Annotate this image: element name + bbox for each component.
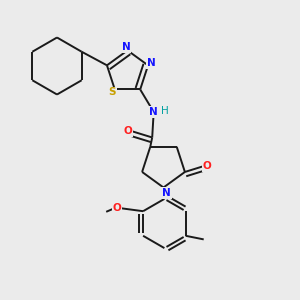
Text: O: O <box>112 203 122 213</box>
Text: N: N <box>147 58 156 68</box>
Text: S: S <box>109 88 116 98</box>
Text: N: N <box>122 42 130 52</box>
Text: N: N <box>162 188 171 198</box>
Text: O: O <box>124 127 133 136</box>
Text: O: O <box>203 161 212 171</box>
Text: N: N <box>149 107 158 117</box>
Text: H: H <box>161 106 169 116</box>
